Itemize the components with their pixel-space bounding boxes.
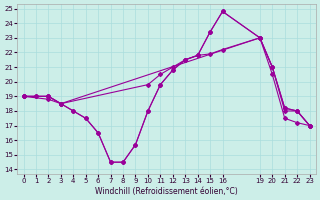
X-axis label: Windchill (Refroidissement éolien,°C): Windchill (Refroidissement éolien,°C)	[95, 187, 238, 196]
